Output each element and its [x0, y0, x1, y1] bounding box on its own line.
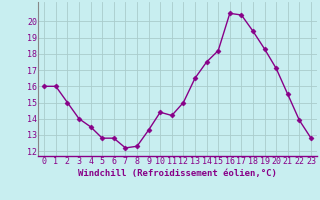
X-axis label: Windchill (Refroidissement éolien,°C): Windchill (Refroidissement éolien,°C) [78, 169, 277, 178]
